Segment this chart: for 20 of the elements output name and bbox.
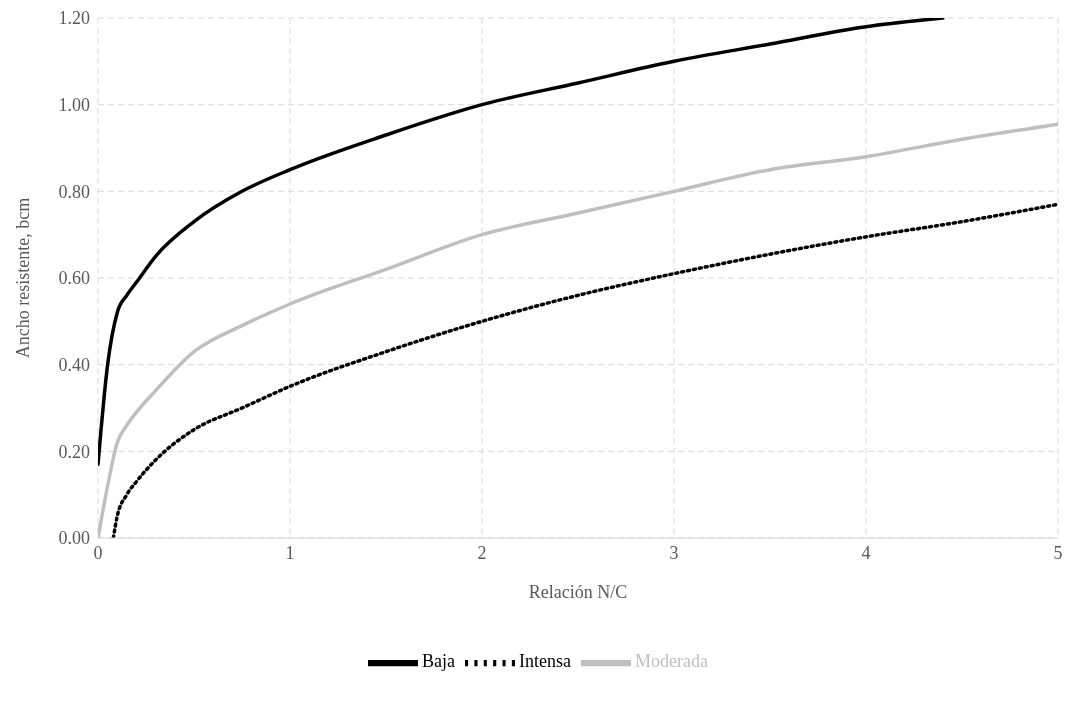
x-tick-label: 2 — [477, 542, 487, 563]
y-tick-label: 0.80 — [58, 181, 90, 202]
legend-label: Moderada — [635, 651, 708, 672]
legend-label: Baja — [422, 651, 456, 672]
x-axis-title: Relación N/C — [528, 582, 628, 602]
legend-label: Intensa — [519, 651, 571, 672]
y-tick-label: 0.40 — [58, 355, 90, 376]
y-tick-label: 0.00 — [58, 528, 90, 549]
y-tick-label: 0.20 — [58, 441, 90, 462]
x-tick-label: 4 — [861, 542, 871, 563]
x-tick-label: 0 — [93, 542, 103, 563]
y-tick-label: 1.20 — [58, 8, 90, 29]
line-series — [111, 202, 1058, 538]
line-series — [98, 18, 945, 467]
y-tick-label: 0.60 — [58, 268, 90, 289]
x-tick-label: 1 — [285, 542, 295, 563]
y-tick-label: 1.00 — [58, 95, 90, 116]
x-tick-label: 3 — [669, 542, 679, 563]
y-axis-title: Ancho resistente, bcm — [13, 197, 34, 359]
x-tick-label: 5 — [1053, 542, 1063, 563]
